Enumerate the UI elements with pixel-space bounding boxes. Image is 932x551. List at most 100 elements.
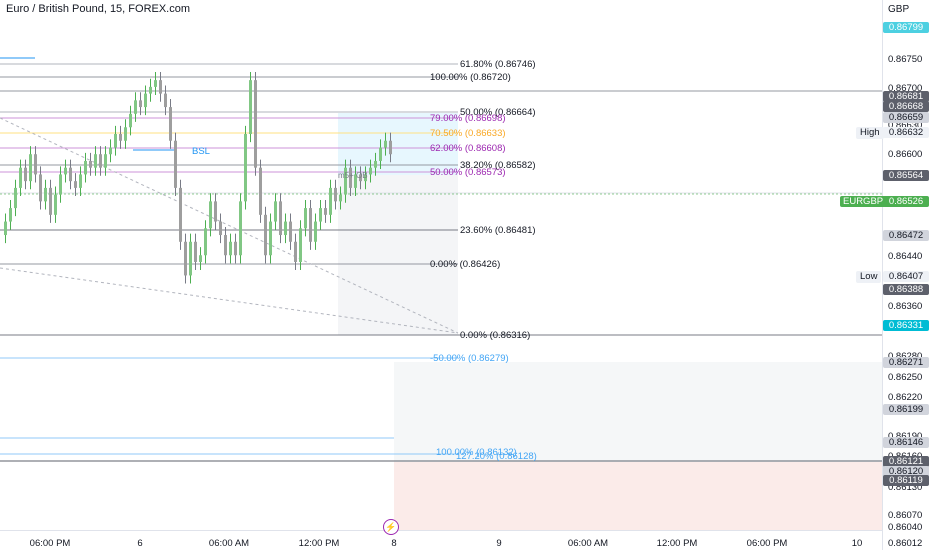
fib-level-label: 50.00% (0.86664)	[460, 107, 536, 118]
price-badge: 0.86199	[883, 404, 929, 415]
price-tick-label: 0.86440	[888, 251, 923, 262]
candle-body	[299, 228, 302, 262]
candle-body	[44, 187, 47, 202]
candle-body	[134, 100, 137, 114]
candle-body	[294, 241, 297, 262]
candle-body	[159, 80, 162, 94]
price-tick-label: 0.86220	[888, 392, 923, 403]
price-badge: 0.86668	[883, 101, 929, 112]
price-badge: 0.86472	[883, 230, 929, 241]
fib-level-label: 61.80% (0.86746)	[460, 59, 536, 70]
candle-body	[324, 208, 327, 215]
bsl-label: BSL	[192, 146, 210, 157]
price-tick-label: 0.86600	[888, 149, 923, 160]
fib-level-label: 23.60% (0.86481)	[460, 225, 536, 236]
time-axis[interactable]	[0, 530, 882, 551]
candle-body	[119, 134, 122, 141]
price-tick-label: 0.86190	[888, 431, 922, 442]
fib-level-label: 127.20% (0.86128)	[456, 451, 537, 462]
candle-body	[374, 160, 377, 168]
candle-body	[254, 80, 257, 168]
candle-body	[284, 221, 287, 236]
time-tick-label: 12:00 PM	[298, 538, 340, 549]
candle-body	[234, 241, 237, 256]
low-label: Low	[856, 271, 882, 283]
candle-body	[304, 208, 307, 229]
candle-body	[339, 194, 342, 202]
candle-body	[289, 221, 292, 242]
candle-body	[139, 100, 142, 108]
candle-body	[229, 241, 232, 256]
candle-body	[309, 208, 312, 242]
candle-body	[219, 221, 222, 236]
price-tick-label: 0.86280	[888, 351, 922, 362]
candle-body	[164, 93, 167, 108]
chart-plot[interactable]	[0, 0, 882, 530]
price-tick-label: 0.86750	[888, 54, 923, 65]
candle-body	[174, 140, 177, 188]
candle-body	[199, 255, 202, 262]
fib-level-label: 0.00% (0.86316)	[460, 330, 531, 341]
candle-body	[269, 221, 272, 256]
candle-body	[9, 208, 12, 222]
price-badge: 0.86407	[883, 271, 929, 282]
candle-body	[149, 86, 152, 94]
price-badge: 0.86799	[883, 22, 929, 33]
candle-body	[104, 154, 107, 168]
fib-level-label: 0.00% (0.86426)	[430, 259, 501, 270]
candle-body	[334, 187, 337, 202]
fib-level-label: 100.00% (0.86720)	[430, 72, 511, 83]
price-tick-label: 0.86630	[888, 120, 923, 131]
price-badge: 0.86388	[883, 284, 929, 295]
candle-body	[74, 181, 77, 188]
time-tick-label: 10	[851, 538, 863, 549]
price-badge: 0.86659	[883, 112, 929, 123]
candle-body	[4, 221, 7, 236]
ob-label: m5+ OB	[338, 171, 368, 180]
lightning-icon[interactable]: ⚡	[383, 519, 399, 535]
time-tick-label: 06:00 PM	[29, 538, 71, 549]
candle-body	[64, 167, 67, 175]
time-tick-label: 06:00 AM	[208, 538, 250, 549]
candle-body	[239, 201, 242, 256]
candle-body	[189, 241, 192, 276]
candle-body	[359, 174, 362, 182]
candle-body	[259, 167, 262, 215]
price-badge: 0.86121	[883, 456, 929, 467]
candle-body	[99, 154, 102, 168]
candle-body	[209, 201, 212, 229]
price-tick-label: 0.86250	[888, 372, 923, 383]
candle-body	[144, 93, 147, 108]
fib-level-label: 38.20% (0.86582)	[460, 160, 536, 171]
fib-level-label: 79.00% (0.86698)	[430, 113, 506, 124]
price-badge: 0.86331	[883, 320, 929, 331]
price-badge: 0.86271	[883, 357, 929, 368]
candle-body	[354, 174, 357, 188]
time-tick-label: 06:00 PM	[746, 538, 788, 549]
fib-level-label: -50.00% (0.86279)	[430, 353, 509, 364]
candle-body	[314, 221, 317, 242]
time-tick-label: 12:00 PM	[656, 538, 698, 549]
price-tick-label: 0.86360	[888, 301, 923, 312]
candle-body	[214, 201, 217, 222]
candle-body	[69, 167, 72, 182]
price-tick-label: 0.86130	[888, 482, 923, 493]
candle-body	[194, 241, 197, 262]
time-tick-label: 6	[137, 538, 143, 549]
candle-body	[179, 187, 182, 242]
candle-body	[264, 214, 267, 256]
candle-body	[329, 187, 332, 215]
candle-body	[39, 174, 42, 202]
candle-body	[184, 241, 187, 276]
price-badge: 0.86526	[883, 196, 929, 207]
price-tick-label: 0.86012	[888, 538, 923, 549]
chart-title: Euro / British Pound, 15, FOREX.com	[6, 3, 191, 15]
candle-body	[29, 154, 32, 182]
candle-body	[389, 140, 392, 155]
candle-body	[89, 160, 92, 168]
candle-body	[129, 113, 132, 128]
candle-body	[154, 80, 157, 87]
candle-body	[14, 187, 17, 209]
candle-body	[369, 167, 372, 175]
